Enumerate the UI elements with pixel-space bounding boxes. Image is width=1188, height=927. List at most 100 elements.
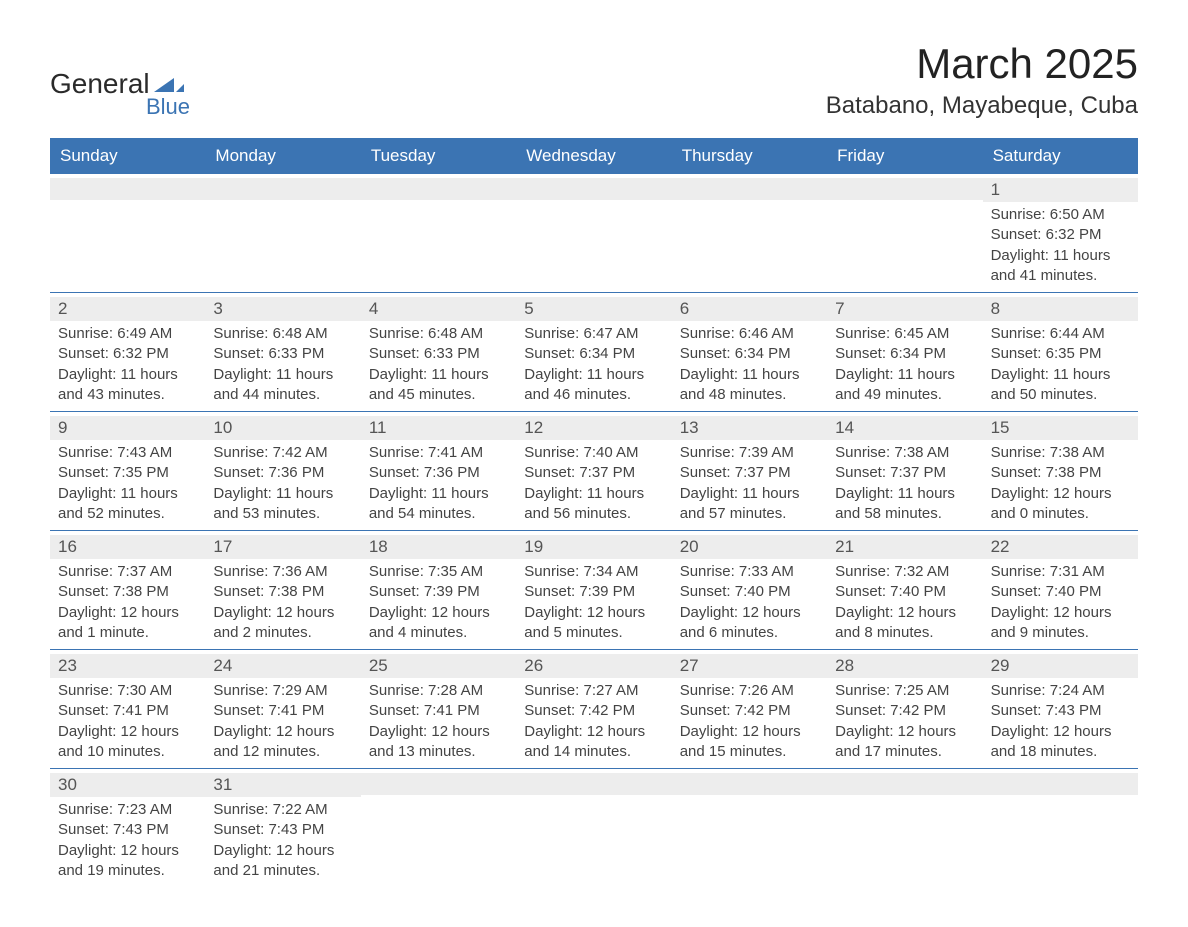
- daylight-line: Daylight: 11 hours and 46 minutes.: [524, 365, 663, 406]
- day-number: 22: [991, 537, 1010, 556]
- sunrise-line: Sunrise: 7:22 AM: [213, 800, 352, 820]
- daylight-line: Daylight: 12 hours and 18 minutes.: [991, 722, 1130, 763]
- sunset-line: Sunset: 7:43 PM: [213, 820, 352, 840]
- day-number-bar: [516, 178, 671, 200]
- day-info: Sunrise: 7:24 AMSunset: 7:43 PMDaylight:…: [991, 681, 1130, 762]
- sunset-line: Sunset: 6:32 PM: [991, 225, 1130, 245]
- logo-main-text: General: [50, 68, 150, 100]
- daylight-line: Daylight: 11 hours and 49 minutes.: [835, 365, 974, 406]
- day-number: 9: [58, 418, 67, 437]
- calendar-cell: [205, 174, 360, 292]
- calendar-cell: 30 Sunrise: 7:23 AMSunset: 7:43 PMDayligh…: [50, 768, 205, 887]
- logo: General Blue: [50, 68, 190, 120]
- day-info: Sunrise: 6:47 AMSunset: 6:34 PMDaylight:…: [524, 324, 663, 405]
- sunrise-line: Sunrise: 7:30 AM: [58, 681, 197, 701]
- day-info: Sunrise: 7:31 AMSunset: 7:40 PMDaylight:…: [991, 562, 1130, 643]
- daylight-line: Daylight: 12 hours and 19 minutes.: [58, 841, 197, 882]
- day-info: Sunrise: 7:28 AMSunset: 7:41 PMDaylight:…: [369, 681, 508, 762]
- sunrise-line: Sunrise: 7:40 AM: [524, 443, 663, 463]
- calendar-cell: [50, 174, 205, 292]
- day-number: 12: [524, 418, 543, 437]
- day-number-bar: 17: [205, 535, 360, 559]
- day-info: Sunrise: 7:23 AMSunset: 7:43 PMDaylight:…: [58, 800, 197, 881]
- sunset-line: Sunset: 7:38 PM: [213, 582, 352, 602]
- daylight-line: Daylight: 11 hours and 57 minutes.: [680, 484, 819, 525]
- day-number: 29: [991, 656, 1010, 675]
- day-info: Sunrise: 7:33 AMSunset: 7:40 PMDaylight:…: [680, 562, 819, 643]
- sunrise-line: Sunrise: 7:33 AM: [680, 562, 819, 582]
- day-number: 1: [991, 180, 1000, 199]
- sunrise-line: Sunrise: 6:49 AM: [58, 324, 197, 344]
- calendar-cell: 14Sunrise: 7:38 AMSunset: 7:37 PMDayligh…: [827, 411, 982, 530]
- calendar-cell: [827, 768, 982, 887]
- day-number: 25: [369, 656, 388, 675]
- day-number-bar: 26: [516, 654, 671, 678]
- day-info: Sunrise: 6:48 AMSunset: 6:33 PMDaylight:…: [213, 324, 352, 405]
- sunrise-line: Sunrise: 7:42 AM: [213, 443, 352, 463]
- day-number: 5: [524, 299, 533, 318]
- day-number: 20: [680, 537, 699, 556]
- daylight-line: Daylight: 12 hours and 9 minutes.: [991, 603, 1130, 644]
- calendar-cell: 11Sunrise: 7:41 AMSunset: 7:36 PMDayligh…: [361, 411, 516, 530]
- calendar-cell: 25 Sunrise: 7:28 AMSunset: 7:41 PMDayligh…: [361, 649, 516, 768]
- weekday-header: Tuesday: [361, 138, 516, 174]
- daylight-line: Daylight: 12 hours and 17 minutes.: [835, 722, 974, 763]
- sunrise-line: Sunrise: 6:45 AM: [835, 324, 974, 344]
- day-number-bar: 16: [50, 535, 205, 559]
- sunrise-line: Sunrise: 7:25 AM: [835, 681, 974, 701]
- day-number-bar: 3: [205, 297, 360, 321]
- sunset-line: Sunset: 7:42 PM: [835, 701, 974, 721]
- day-info: Sunrise: 6:48 AMSunset: 6:33 PMDaylight:…: [369, 324, 508, 405]
- day-number-bar: 30: [50, 773, 205, 797]
- day-info: Sunrise: 7:39 AMSunset: 7:37 PMDaylight:…: [680, 443, 819, 524]
- day-number-bar: 25: [361, 654, 516, 678]
- sunset-line: Sunset: 7:43 PM: [58, 820, 197, 840]
- day-number-bar: [827, 773, 982, 795]
- day-number: 28: [835, 656, 854, 675]
- day-number-bar: 22: [983, 535, 1138, 559]
- day-number-bar: 19: [516, 535, 671, 559]
- sunrise-line: Sunrise: 7:32 AM: [835, 562, 974, 582]
- day-number-bar: [983, 773, 1138, 795]
- day-number: 6: [680, 299, 689, 318]
- daylight-line: Daylight: 12 hours and 8 minutes.: [835, 603, 974, 644]
- sunset-line: Sunset: 7:40 PM: [991, 582, 1130, 602]
- calendar-cell: 15Sunrise: 7:38 AMSunset: 7:38 PMDayligh…: [983, 411, 1138, 530]
- day-number-bar: [672, 178, 827, 200]
- day-info: Sunrise: 7:43 AMSunset: 7:35 PMDaylight:…: [58, 443, 197, 524]
- weekday-header: Friday: [827, 138, 982, 174]
- calendar-cell: 21Sunrise: 7:32 AMSunset: 7:40 PMDayligh…: [827, 530, 982, 649]
- header: General Blue March 2025 Batabano, Mayabe…: [50, 40, 1138, 120]
- day-number-bar: [361, 178, 516, 200]
- calendar-cell: 19 Sunrise: 7:34 AMSunset: 7:39 PMDayligh…: [516, 530, 671, 649]
- sunrise-line: Sunrise: 6:48 AM: [213, 324, 352, 344]
- sunrise-line: Sunrise: 7:26 AM: [680, 681, 819, 701]
- day-number-bar: [672, 773, 827, 795]
- sunset-line: Sunset: 7:41 PM: [213, 701, 352, 721]
- calendar-cell: 23Sunrise: 7:30 AMSunset: 7:41 PMDayligh…: [50, 649, 205, 768]
- sunset-line: Sunset: 6:34 PM: [680, 344, 819, 364]
- day-info: Sunrise: 7:35 AMSunset: 7:39 PMDaylight:…: [369, 562, 508, 643]
- day-info: Sunrise: 7:34 AMSunset: 7:39 PMDaylight:…: [524, 562, 663, 643]
- day-info: Sunrise: 7:38 AMSunset: 7:38 PMDaylight:…: [991, 443, 1130, 524]
- day-info: Sunrise: 7:32 AMSunset: 7:40 PMDaylight:…: [835, 562, 974, 643]
- logo-sub-text: Blue: [146, 94, 190, 120]
- day-number: 23: [58, 656, 77, 675]
- calendar-cell: 3 Sunrise: 6:48 AMSunset: 6:33 PMDaylight…: [205, 292, 360, 411]
- sunset-line: Sunset: 7:36 PM: [369, 463, 508, 483]
- day-info: Sunrise: 6:50 AMSunset: 6:32 PMDaylight:…: [991, 205, 1130, 286]
- day-number: 24: [213, 656, 232, 675]
- daylight-line: Daylight: 11 hours and 41 minutes.: [991, 246, 1130, 287]
- day-number-bar: 29: [983, 654, 1138, 678]
- sunrise-line: Sunrise: 7:29 AM: [213, 681, 352, 701]
- day-number-bar: 23: [50, 654, 205, 678]
- sunrise-line: Sunrise: 7:36 AM: [213, 562, 352, 582]
- calendar-cell: 9 Sunrise: 7:43 AMSunset: 7:35 PMDaylight…: [50, 411, 205, 530]
- day-number-bar: 1: [983, 178, 1138, 202]
- day-info: Sunrise: 7:25 AMSunset: 7:42 PMDaylight:…: [835, 681, 974, 762]
- daylight-line: Daylight: 11 hours and 43 minutes.: [58, 365, 197, 406]
- sunset-line: Sunset: 7:42 PM: [524, 701, 663, 721]
- calendar-cell: [361, 768, 516, 887]
- day-number-bar: 24: [205, 654, 360, 678]
- day-number: 3: [213, 299, 222, 318]
